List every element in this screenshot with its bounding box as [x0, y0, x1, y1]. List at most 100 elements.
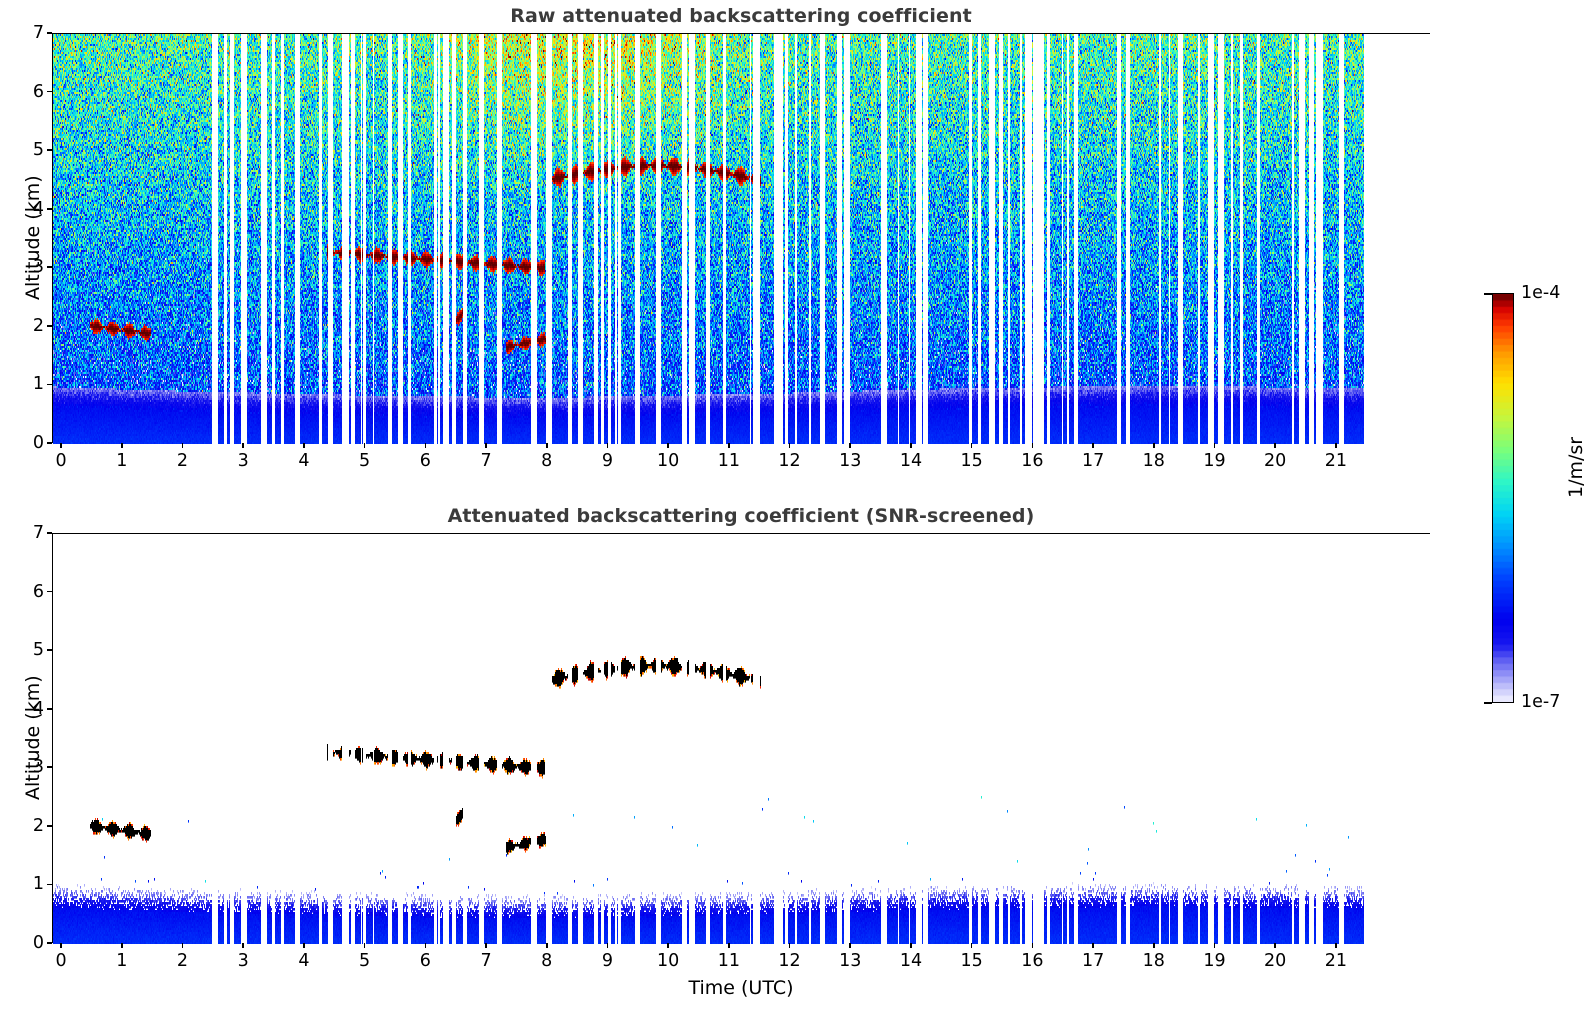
x-tick-raw-5 [363, 443, 366, 448]
x-ticklabel-screened-8: 8 [541, 951, 553, 971]
x-tick-raw-10 [667, 443, 669, 448]
x-tick-screened-5 [363, 943, 366, 948]
x-ticklabel-raw-17: 17 [1081, 451, 1105, 471]
x-tick-screened-6 [424, 943, 427, 948]
x-tick-screened-7 [485, 943, 487, 948]
x-ticklabel-raw-5: 5 [359, 451, 371, 471]
x-tick-screened-21 [1335, 943, 1337, 948]
y-axis-label-screened: Altitude (km) [22, 675, 44, 800]
x-tick-screened-0 [60, 943, 62, 948]
x-ticklabel-screened-12: 12 [778, 951, 801, 971]
x-tick-raw-1 [121, 443, 123, 448]
y-ticklabel-raw-1: 1 [32, 374, 44, 395]
y-ticklabel-screened-4: 4 [32, 698, 44, 719]
x-ticklabel-screened-15: 15 [960, 951, 983, 971]
panel-title-raw: Raw attenuated backscattering coefficien… [510, 5, 972, 27]
x-ticklabel-screened-16: 16 [1021, 951, 1044, 971]
x-tick-raw-2 [181, 443, 184, 448]
x-ticklabel-screened-10: 10 [657, 951, 680, 971]
x-ticklabel-raw-16: 16 [1021, 451, 1044, 471]
y-tick-screened-0 [47, 942, 52, 944]
x-tick-raw-15 [970, 443, 973, 448]
y-tick-raw-7 [47, 32, 52, 34]
colorbar-gradient [1492, 293, 1514, 703]
y-tick-raw-3 [47, 266, 52, 269]
x-axis-label: Time (UTC) [688, 977, 794, 999]
x-tick-raw-9 [606, 443, 609, 448]
x-tick-screened-18 [1152, 943, 1155, 948]
y-tick-screened-5 [47, 649, 52, 651]
y-ticklabel-raw-0: 0 [32, 433, 44, 453]
x-ticklabel-raw-14: 14 [899, 451, 923, 471]
x-tick-raw-8 [545, 443, 548, 448]
x-ticklabel-screened-18: 18 [1142, 951, 1165, 971]
plot-area-raw [52, 33, 1431, 444]
y-ticklabel-screened-7: 7 [32, 523, 44, 543]
x-ticklabel-screened-14: 14 [899, 951, 923, 971]
x-tick-raw-18 [1152, 443, 1155, 448]
x-tick-screened-3 [242, 943, 244, 948]
y-tick-raw-2 [47, 325, 52, 327]
x-ticklabel-raw-1: 1 [116, 451, 128, 471]
x-ticklabel-raw-2: 2 [176, 451, 189, 471]
x-tick-screened-11 [728, 943, 730, 948]
x-tick-screened-8 [545, 943, 548, 948]
x-tick-raw-11 [728, 443, 730, 448]
x-ticklabel-screened-11: 11 [717, 951, 740, 971]
x-tick-screened-12 [788, 943, 791, 948]
y-tick-screened-6 [47, 590, 52, 593]
x-tick-screened-14 [910, 943, 912, 948]
y-ticklabel-screened-2: 2 [32, 815, 44, 836]
x-tick-raw-14 [910, 443, 912, 448]
colorbar-tick-max [1484, 293, 1492, 295]
x-ticklabel-raw-4: 4 [298, 451, 310, 471]
x-tick-screened-2 [181, 943, 184, 948]
x-ticklabel-screened-4: 4 [298, 951, 310, 971]
x-tick-screened-9 [606, 943, 609, 948]
x-ticklabel-screened-1: 1 [116, 951, 128, 971]
x-tick-raw-0 [60, 443, 62, 448]
x-ticklabel-raw-19: 19 [1203, 451, 1226, 471]
x-tick-screened-15 [970, 943, 973, 948]
x-ticklabel-screened-20: 20 [1264, 951, 1287, 971]
x-ticklabel-screened-2: 2 [176, 951, 189, 971]
y-tick-raw-6 [47, 90, 52, 93]
y-ticklabel-raw-6: 6 [32, 81, 44, 102]
x-ticklabel-screened-5: 5 [359, 951, 371, 971]
x-tick-screened-16 [1031, 943, 1034, 948]
y-tick-screened-7 [47, 532, 52, 534]
colorbar-label-max: 1e-4 [1521, 283, 1561, 303]
x-ticklabel-raw-7: 7 [480, 451, 492, 471]
heatmap-raw [53, 34, 1431, 444]
y-tick-raw-1 [47, 383, 52, 386]
y-ticklabel-raw-7: 7 [32, 23, 44, 43]
x-tick-raw-16 [1031, 443, 1034, 448]
y-ticklabel-screened-1: 1 [32, 874, 44, 895]
x-ticklabel-raw-6: 6 [419, 451, 431, 471]
y-tick-raw-5 [47, 149, 52, 151]
x-ticklabel-raw-0: 0 [55, 451, 67, 471]
colorbar-tick-min [1484, 702, 1492, 704]
x-tick-screened-1 [121, 943, 123, 948]
x-ticklabel-raw-15: 15 [960, 451, 983, 471]
colorbar [1492, 293, 1514, 703]
x-ticklabel-raw-8: 8 [541, 451, 553, 471]
x-tick-raw-17 [1092, 443, 1094, 448]
x-tick-raw-7 [485, 443, 487, 448]
x-tick-raw-4 [303, 443, 305, 448]
x-tick-raw-19 [1213, 443, 1216, 448]
heatmap-screened [53, 534, 1431, 944]
x-tick-screened-17 [1092, 943, 1094, 948]
x-ticklabel-raw-12: 12 [778, 451, 801, 471]
y-tick-screened-1 [47, 883, 52, 886]
y-ticklabel-raw-3: 3 [32, 257, 44, 278]
x-tick-raw-3 [242, 443, 244, 448]
y-ticklabel-screened-3: 3 [32, 757, 44, 778]
x-ticklabel-screened-6: 6 [419, 951, 431, 971]
x-tick-screened-20 [1274, 943, 1276, 948]
x-tick-raw-13 [849, 443, 852, 448]
x-ticklabel-raw-20: 20 [1264, 451, 1287, 471]
x-tick-raw-6 [424, 443, 427, 448]
y-tick-screened-3 [47, 766, 52, 769]
